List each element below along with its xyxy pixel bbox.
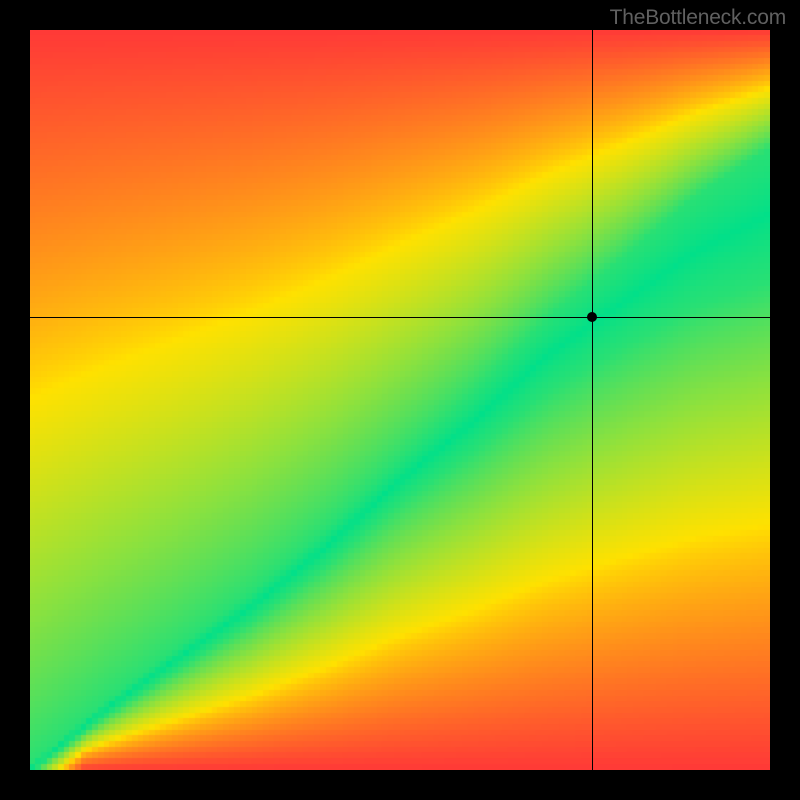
chart-container: TheBottleneck.com — [0, 0, 800, 800]
heatmap-canvas — [30, 30, 770, 770]
crosshair-marker — [587, 312, 597, 322]
crosshair-horizontal — [30, 317, 770, 318]
attribution-text: TheBottleneck.com — [610, 6, 786, 30]
plot-area — [30, 30, 770, 770]
crosshair-vertical — [592, 30, 593, 770]
